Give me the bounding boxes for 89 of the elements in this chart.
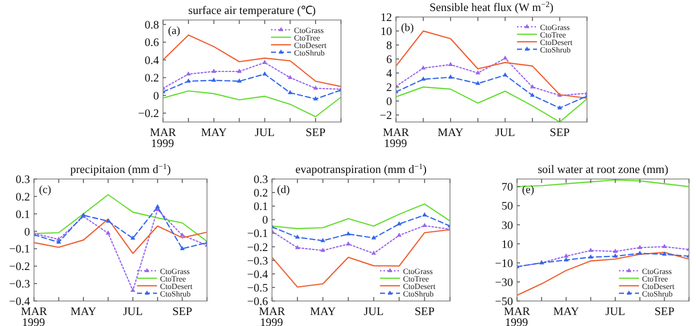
- x-tick-label: SEP: [306, 127, 326, 139]
- x-tick-label: SEP: [654, 306, 674, 318]
- annotation: (c): [39, 184, 52, 196]
- y-tick-label: 0.3: [254, 174, 268, 186]
- legend-label: CtoTree: [403, 274, 430, 284]
- y-tick-label: 2: [386, 82, 392, 94]
- legend-label: CtoDesert: [403, 282, 436, 291]
- y-tick-label: 0.2: [254, 188, 268, 200]
- y-tick-label: −0.3: [247, 255, 268, 268]
- x-tick-label: JUL: [605, 306, 626, 318]
- legend-label: CtoTree: [642, 274, 668, 284]
- chart-title: precipitaion (mm d$^{−1}$): [70, 162, 171, 176]
- y-tick-label: −0.5: [247, 282, 268, 294]
- legend-label: CtoGrass: [540, 22, 570, 32]
- y-tick-label: 0.2: [16, 191, 30, 204]
- y-tick-label: 70: [502, 182, 514, 194]
- y-tick-label: −0.2: [247, 242, 268, 254]
- y-tick-label: −50: [495, 296, 514, 308]
- y-tick-label: −0.4: [247, 268, 268, 281]
- legend-label: CtoDesert: [642, 282, 676, 291]
- x-tick-label: MAR 1999: [504, 306, 530, 326]
- legend-label: CtoShrub: [403, 289, 434, 298]
- y-tick-label: 12: [380, 12, 392, 24]
- x-tick-label: JUL: [495, 127, 516, 139]
- y-tick-label: −0.3: [9, 278, 30, 291]
- y-tick-label: 4: [386, 68, 392, 80]
- chart-title: soil water at root zone (mm): [538, 164, 668, 176]
- y-tick-label: 6: [386, 54, 392, 66]
- y-tick-label: −30: [495, 276, 514, 289]
- y-tick-label: 0.8: [144, 19, 160, 32]
- legend-label: CtoTree: [540, 30, 566, 40]
- y-tick-label: 0.1: [254, 201, 268, 214]
- legend-label: CtoDesert: [294, 40, 328, 50]
- y-tick-label: −10: [495, 258, 514, 270]
- legend-label: CtoTree: [294, 33, 320, 42]
- y-tick-label: 0: [386, 96, 392, 108]
- x-tick-label: MAR 1999: [150, 127, 176, 150]
- y-tick-label: 0: [153, 90, 160, 102]
- x-tick-label: MAY: [553, 306, 580, 318]
- y-tick-label: 30: [502, 220, 514, 232]
- x-tick-label: SEP: [172, 306, 192, 318]
- chart-title: surface air temperature (℃): [188, 5, 316, 17]
- y-tick-label: 10: [380, 26, 392, 38]
- legend-label: CtoShrub: [160, 289, 191, 298]
- y-tick-label: −0.6: [247, 296, 268, 308]
- x-tick-label: MAR 1999: [382, 127, 410, 150]
- legend-label: CtoShrub: [294, 48, 325, 58]
- x-tick-label: MAR 1999: [20, 306, 48, 326]
- legend-label: CtoDesert: [160, 282, 194, 291]
- y-tick-label: −0.1: [247, 228, 268, 240]
- y-tick-label: 0.3: [16, 174, 30, 186]
- y-tick-label: 50: [502, 200, 514, 213]
- x-tick-label: MAR 1999: [258, 306, 286, 326]
- y-tick-label: −0.1: [9, 244, 30, 256]
- legend-label: CtoTree: [160, 274, 186, 284]
- y-tick-label: −2: [380, 110, 392, 122]
- y-tick-label: 0: [24, 226, 30, 238]
- annotation: (d): [277, 184, 290, 196]
- legend-label: CtoShrub: [540, 45, 571, 54]
- legend-label: CtoShrub: [642, 289, 673, 298]
- y-tick-label: 8: [386, 40, 392, 52]
- y-tick-label: 10: [502, 238, 514, 251]
- x-tick-label: MAY: [438, 127, 464, 139]
- legend-label: CtoGrass: [160, 266, 190, 276]
- chart-title: evapotranspiration (mm d$^{−1}$): [295, 162, 427, 176]
- y-tick-label: −0.2: [138, 108, 160, 120]
- x-tick-label: SEP: [414, 306, 434, 318]
- legend-label: CtoGrass: [642, 266, 672, 276]
- x-tick-label: JUL: [364, 306, 384, 318]
- y-tick-label: 0.6: [144, 37, 160, 50]
- annotation: (a): [168, 25, 181, 37]
- y-tick-label: 0.1: [16, 208, 30, 221]
- y-tick-label: 0.4: [144, 54, 160, 67]
- x-tick-label: MAY: [70, 306, 98, 318]
- legend-label: CtoGrass: [294, 26, 324, 35]
- chart-title: Sensible heat flux (W m$^{−2}$): [430, 0, 554, 14]
- x-tick-label: MAY: [310, 306, 336, 318]
- x-tick-label: JUL: [122, 306, 143, 318]
- y-tick-label: 0: [262, 214, 268, 227]
- y-tick-label: −0.2: [9, 261, 30, 274]
- legend-label: CtoDesert: [540, 38, 574, 47]
- annotation: (b): [401, 22, 414, 34]
- x-tick-label: MAY: [200, 127, 228, 139]
- x-tick-label: JUL: [254, 127, 275, 139]
- annotation: (e): [522, 184, 535, 196]
- x-tick-label: SEP: [550, 127, 570, 139]
- y-tick-label: −0.4: [9, 296, 30, 308]
- y-tick-label: 0.2: [144, 72, 160, 85]
- legend-label: CtoGrass: [403, 266, 433, 276]
